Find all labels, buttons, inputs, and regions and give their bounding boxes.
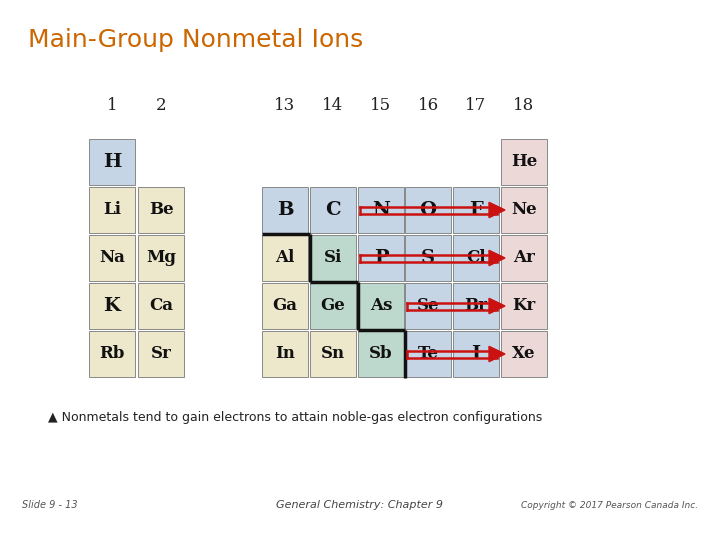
Bar xyxy=(453,331,499,377)
Text: O: O xyxy=(420,201,436,219)
Text: Main-Group Nonmetal Ions: Main-Group Nonmetal Ions xyxy=(28,28,364,52)
Text: 17: 17 xyxy=(465,97,487,113)
Bar xyxy=(501,331,547,377)
Bar xyxy=(89,139,135,185)
Text: General Chemistry: Chapter 9: General Chemistry: Chapter 9 xyxy=(276,500,444,510)
Bar xyxy=(89,187,135,233)
Bar xyxy=(405,235,451,281)
Bar xyxy=(453,283,499,329)
Text: B: B xyxy=(276,201,293,219)
Text: Al: Al xyxy=(275,249,294,267)
Text: 1: 1 xyxy=(107,97,117,113)
Bar xyxy=(358,235,404,281)
Text: 16: 16 xyxy=(418,97,438,113)
Bar xyxy=(262,187,308,233)
Bar xyxy=(453,235,499,281)
Text: Ar: Ar xyxy=(513,249,535,267)
Text: Ne: Ne xyxy=(511,201,537,219)
Text: S: S xyxy=(421,249,435,267)
Text: Ge: Ge xyxy=(320,298,346,314)
Bar xyxy=(405,283,451,329)
Text: Sb: Sb xyxy=(369,346,393,362)
FancyArrow shape xyxy=(489,346,505,362)
Text: Sr: Sr xyxy=(150,346,171,362)
Bar xyxy=(138,331,184,377)
Bar xyxy=(358,283,404,329)
Text: 2: 2 xyxy=(156,97,166,113)
Text: Kr: Kr xyxy=(513,298,536,314)
Text: I: I xyxy=(472,345,480,363)
Text: H: H xyxy=(103,153,121,171)
Bar xyxy=(501,139,547,185)
Text: K: K xyxy=(104,297,120,315)
Text: Te: Te xyxy=(418,346,438,362)
Bar xyxy=(89,283,135,329)
Text: Cl: Cl xyxy=(466,249,486,267)
Text: Li: Li xyxy=(103,201,121,219)
Bar xyxy=(405,187,451,233)
Bar xyxy=(262,331,308,377)
Bar xyxy=(89,331,135,377)
Text: Copyright © 2017 Pearson Canada Inc.: Copyright © 2017 Pearson Canada Inc. xyxy=(521,501,698,510)
Bar xyxy=(358,331,404,377)
Bar xyxy=(89,235,135,281)
Bar xyxy=(501,283,547,329)
Text: Ga: Ga xyxy=(272,298,297,314)
Text: P: P xyxy=(374,249,388,267)
Text: C: C xyxy=(325,201,341,219)
Text: 14: 14 xyxy=(323,97,343,113)
Text: 13: 13 xyxy=(274,97,296,113)
Bar xyxy=(405,331,451,377)
Bar xyxy=(453,187,499,233)
Text: ▲ Nonmetals tend to gain electrons to attain noble-gas electron configurations: ▲ Nonmetals tend to gain electrons to at… xyxy=(48,411,542,424)
Bar xyxy=(138,283,184,329)
Bar xyxy=(310,331,356,377)
Text: As: As xyxy=(370,298,392,314)
Bar xyxy=(138,235,184,281)
Text: N: N xyxy=(372,201,390,219)
Text: Si: Si xyxy=(324,249,342,267)
Bar xyxy=(138,187,184,233)
FancyArrow shape xyxy=(489,202,505,218)
Text: Xe: Xe xyxy=(512,346,536,362)
Text: Slide 9 - 13: Slide 9 - 13 xyxy=(22,500,78,510)
Bar xyxy=(358,187,404,233)
Text: 15: 15 xyxy=(370,97,392,113)
Text: He: He xyxy=(511,153,537,171)
Bar xyxy=(262,283,308,329)
Text: Sn: Sn xyxy=(321,346,345,362)
Text: 18: 18 xyxy=(513,97,535,113)
Text: Na: Na xyxy=(99,249,125,267)
Text: Be: Be xyxy=(149,201,174,219)
Bar xyxy=(262,235,308,281)
FancyArrow shape xyxy=(489,251,505,266)
Text: F: F xyxy=(469,201,483,219)
Text: Br: Br xyxy=(464,298,487,314)
Text: In: In xyxy=(275,346,295,362)
Bar xyxy=(501,187,547,233)
Bar xyxy=(310,283,356,329)
Bar xyxy=(310,235,356,281)
Text: Rb: Rb xyxy=(99,346,125,362)
Bar xyxy=(501,235,547,281)
Bar xyxy=(310,187,356,233)
Text: Se: Se xyxy=(417,298,439,314)
Text: Ca: Ca xyxy=(149,298,173,314)
FancyArrow shape xyxy=(489,298,505,314)
Text: Mg: Mg xyxy=(146,249,176,267)
